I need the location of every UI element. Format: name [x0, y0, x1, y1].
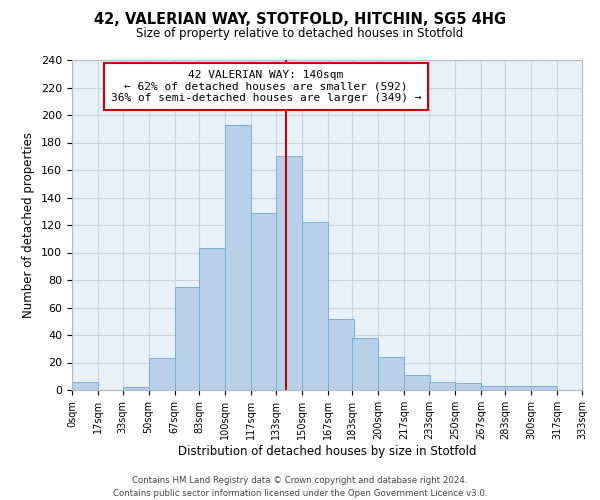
Text: 42 VALERIAN WAY: 140sqm
← 62% of detached houses are smaller (592)
36% of semi-d: 42 VALERIAN WAY: 140sqm ← 62% of detache…: [110, 70, 421, 103]
Bar: [352, 338, 379, 390]
Bar: [122, 387, 149, 390]
Bar: [429, 382, 455, 390]
Bar: [275, 156, 302, 390]
Bar: [72, 382, 98, 390]
Text: 42, VALERIAN WAY, STOTFOLD, HITCHIN, SG5 4HG: 42, VALERIAN WAY, STOTFOLD, HITCHIN, SG5…: [94, 12, 506, 28]
Bar: [505, 386, 532, 390]
Bar: [404, 375, 430, 390]
Bar: [149, 358, 175, 390]
Bar: [199, 248, 225, 390]
Bar: [302, 222, 328, 390]
Bar: [532, 386, 557, 390]
Bar: [455, 383, 481, 390]
Bar: [225, 124, 251, 390]
Bar: [481, 386, 507, 390]
Text: Contains HM Land Registry data © Crown copyright and database right 2024.
Contai: Contains HM Land Registry data © Crown c…: [113, 476, 487, 498]
X-axis label: Distribution of detached houses by size in Stotfold: Distribution of detached houses by size …: [178, 444, 476, 458]
Y-axis label: Number of detached properties: Number of detached properties: [22, 132, 35, 318]
Bar: [328, 318, 354, 390]
Text: Size of property relative to detached houses in Stotfold: Size of property relative to detached ho…: [136, 28, 464, 40]
Bar: [251, 212, 277, 390]
Bar: [379, 357, 404, 390]
Bar: [175, 287, 200, 390]
